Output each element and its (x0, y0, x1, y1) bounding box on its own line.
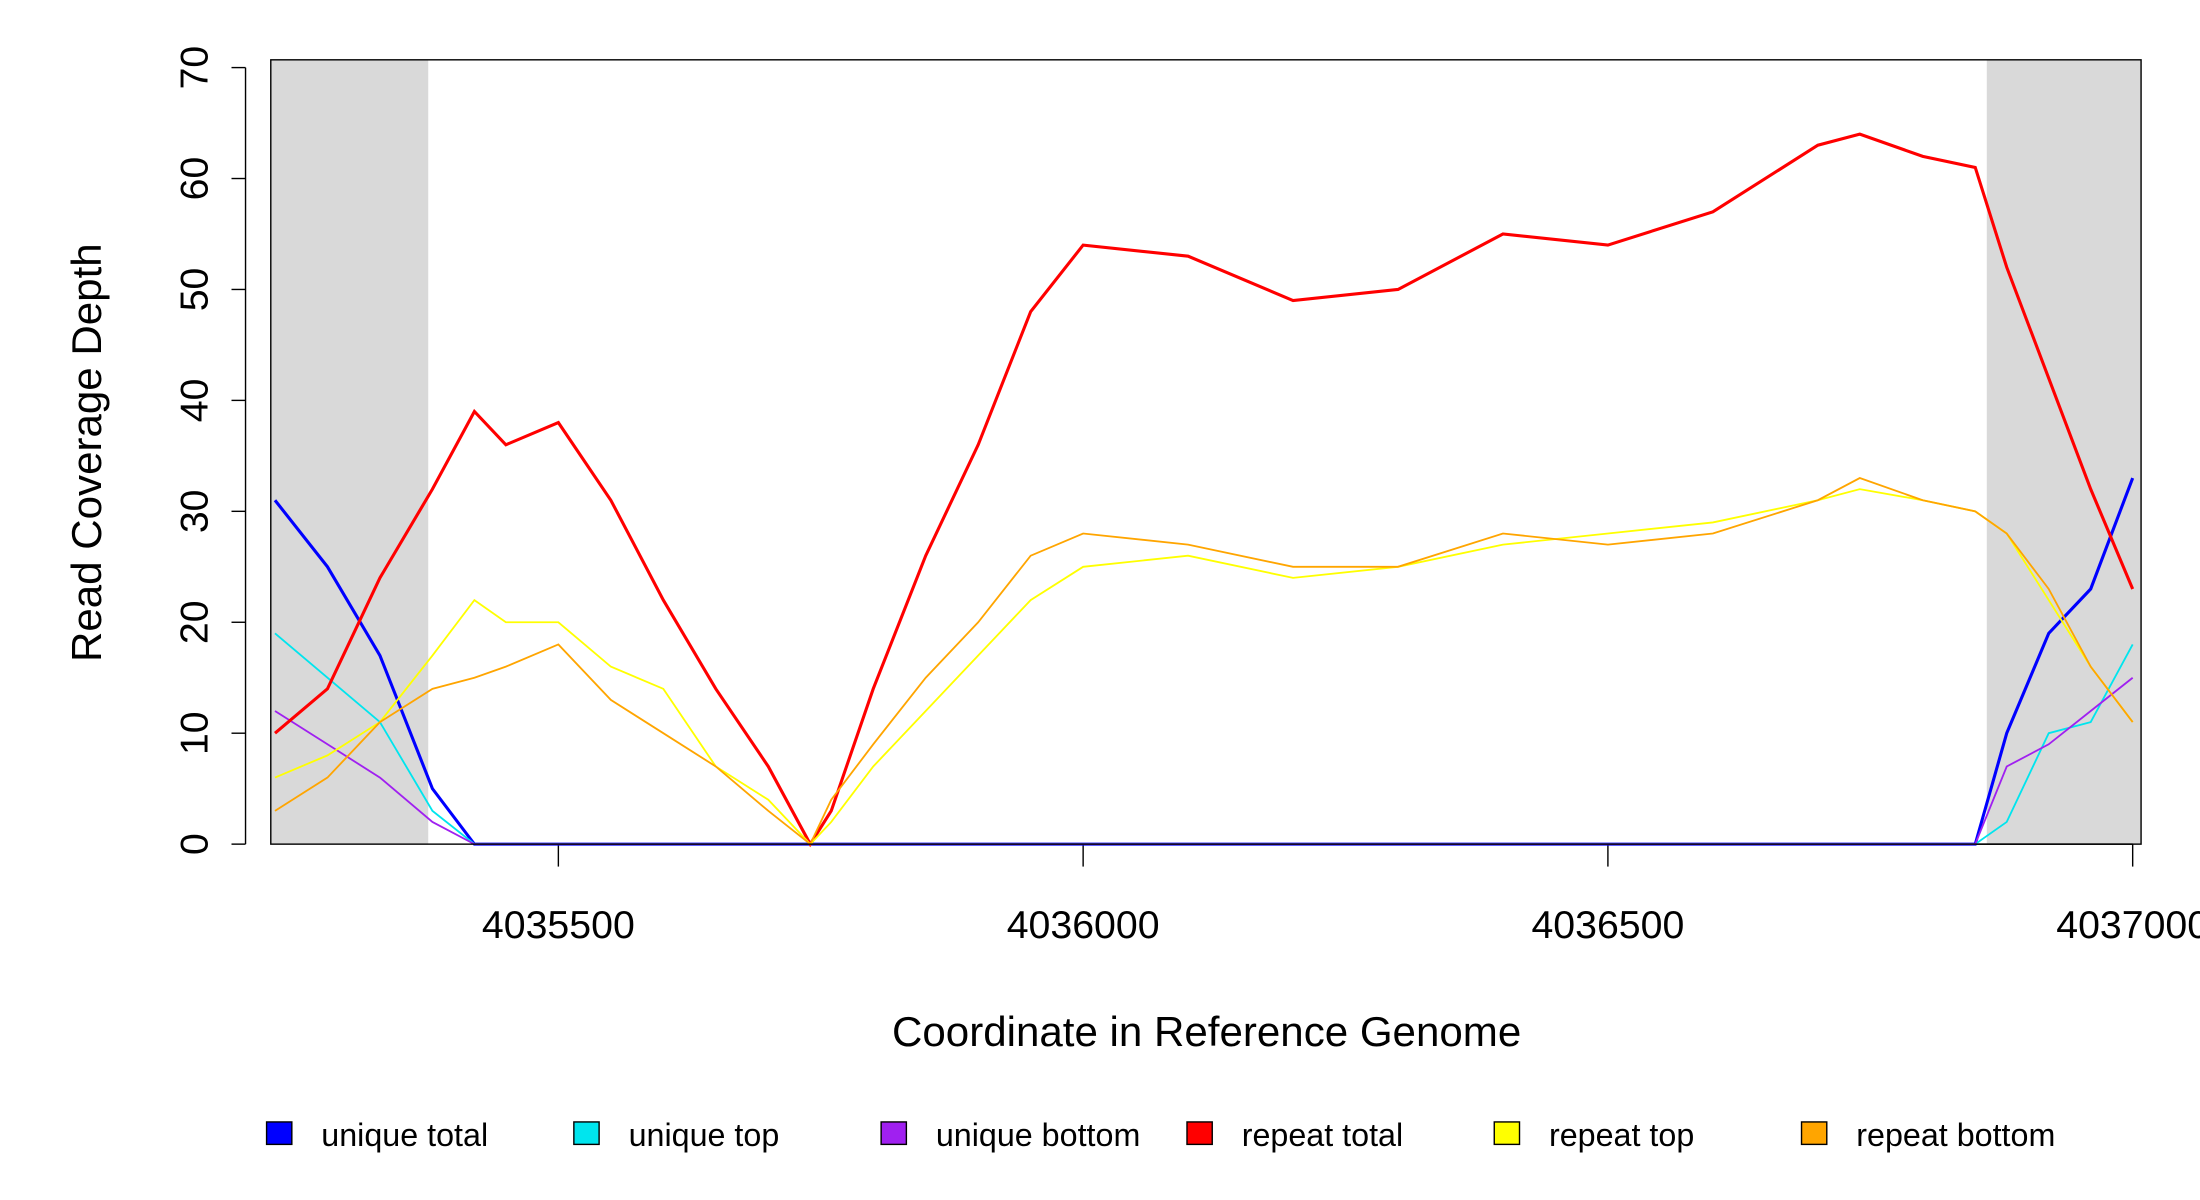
series-line (273, 477, 2135, 846)
legend-swatch (880, 1121, 908, 1146)
legend-swatch (1493, 1121, 1521, 1146)
legend-swatch (1800, 1121, 1828, 1146)
legend-item: repeat top (1493, 1117, 1694, 1153)
series-line (274, 632, 2134, 846)
y-tick-label: 0 (173, 833, 217, 855)
legend-label: repeat bottom (1856, 1117, 2055, 1153)
y-tick-label: 10 (173, 711, 217, 755)
x-tick-label: 4036000 (1007, 903, 1160, 947)
series-line (274, 677, 2134, 846)
plot-frame (270, 59, 2142, 845)
y-tick-label: 20 (173, 600, 217, 644)
legend-label: repeat top (1549, 1117, 1694, 1153)
y-axis-label: Read Coverage Depth (63, 243, 110, 662)
legend-item: unique bottom (880, 1117, 1140, 1153)
y-tick-label: 60 (173, 157, 217, 201)
legend-item: repeat total (1186, 1117, 1403, 1153)
legend-label: unique bottom (936, 1117, 1140, 1153)
shaded-region (1986, 59, 2142, 845)
series-line (274, 477, 2134, 846)
legend-swatch (573, 1121, 600, 1146)
x-tick-label: 4037000 (2056, 903, 2200, 947)
legend-item: unique top (573, 1117, 780, 1153)
x-tick-label: 4036500 (1531, 903, 1684, 947)
y-tick-label: 30 (173, 489, 217, 533)
shaded-region (270, 59, 429, 845)
y-tick-label: 70 (173, 46, 217, 90)
legend-label: unique top (629, 1117, 780, 1153)
legend-item: repeat bottom (1800, 1117, 2055, 1153)
legend-label: repeat total (1242, 1117, 1403, 1153)
legend-swatch (1186, 1121, 1213, 1146)
y-tick-label: 40 (173, 379, 217, 423)
legend-swatch (265, 1121, 293, 1146)
legend-label: unique total (321, 1117, 488, 1153)
legend-item: unique total (265, 1117, 488, 1153)
series-line (273, 132, 2135, 848)
series-line (274, 488, 2134, 846)
x-axis-label: Coordinate in Reference Genome (892, 1008, 1521, 1055)
x-tick-label: 4035500 (482, 903, 635, 947)
y-tick-label: 50 (173, 268, 217, 312)
